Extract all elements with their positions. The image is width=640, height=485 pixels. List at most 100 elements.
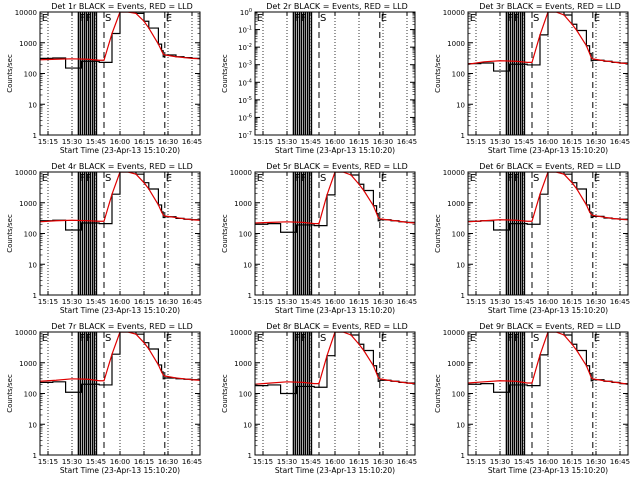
marker-label: S xyxy=(105,333,111,344)
marker-label: F xyxy=(86,333,92,344)
x-tick-label: 15:15 xyxy=(466,458,486,466)
marker-label: E xyxy=(257,13,263,24)
series-lld xyxy=(40,12,200,61)
series-group xyxy=(255,172,415,233)
series-events xyxy=(40,172,200,231)
y-tick-label: 10000 xyxy=(230,169,252,177)
x-tick-label: 16:15 xyxy=(562,138,582,146)
y-tick-label: 1 xyxy=(461,132,465,140)
x-tick-label: 16:15 xyxy=(349,298,369,306)
x-tick-label: 15:30 xyxy=(62,138,82,146)
x-tick-label: 15:30 xyxy=(490,458,510,466)
marker-label: E xyxy=(166,13,172,24)
y-tick-label: 10-7 xyxy=(238,131,252,140)
x-tick-label: 15:45 xyxy=(301,458,321,466)
x-tick-label: 16:45 xyxy=(610,138,630,146)
x-tick-label: 15:15 xyxy=(38,458,58,466)
panel-title: Det 8r BLACK = Events, RED = LLD xyxy=(266,322,408,331)
marker-label: F xyxy=(294,13,300,24)
marker-label: F xyxy=(301,13,307,24)
x-tick-label: 16:45 xyxy=(182,298,202,306)
x-tick-label: 15:30 xyxy=(277,298,297,306)
series-lld xyxy=(468,12,628,65)
panel-det-8: 15:15 15:30 15:45 16:00 16:15 16:30 16:45 1 10 10… xyxy=(221,322,417,475)
y-tick-label: 100 xyxy=(24,391,37,399)
marker-label: F xyxy=(507,173,513,184)
panel-det-5: 15:15 15:30 15:45 16:00 16:15 16:30 16:45 1 10 10… xyxy=(221,162,417,315)
marker-label: F xyxy=(79,173,85,184)
x-tick-label: 16:00 xyxy=(538,138,558,146)
marker-label: E xyxy=(594,333,600,344)
y-tick-label: 100 xyxy=(452,391,465,399)
panel-det-9: 15:15 15:30 15:45 16:00 16:15 16:30 16:45 1 10 10… xyxy=(434,322,630,475)
time-grid xyxy=(47,172,193,295)
series-lld xyxy=(40,172,200,223)
x-tick-label: 15:45 xyxy=(514,298,534,306)
marker-label: E xyxy=(257,333,263,344)
x-tick-label: 15:15 xyxy=(466,138,486,146)
marker-label: F xyxy=(507,13,513,24)
marker-label: S xyxy=(320,333,326,344)
series-events xyxy=(468,12,628,72)
x-tick-label: 16:15 xyxy=(349,458,369,466)
panel-title: Det 2r BLACK = Events, RED = LLD xyxy=(266,2,408,11)
x-tick-label: 16:45 xyxy=(610,458,630,466)
x-tick-label: 15:45 xyxy=(86,138,106,146)
y-tick-label: 100 xyxy=(24,71,37,79)
marker-label: F xyxy=(301,333,307,344)
time-grid xyxy=(47,12,193,135)
panel-title: Det 4r BLACK = Events, RED = LLD xyxy=(51,162,193,171)
x-tick-label: 16:15 xyxy=(134,458,154,466)
y-axis-title: Counts/sec xyxy=(434,54,442,93)
x-tick-label: 15:30 xyxy=(490,138,510,146)
x-tick-label: 15:30 xyxy=(277,458,297,466)
marker-label: E xyxy=(381,13,387,24)
x-tick-label: 15:45 xyxy=(301,138,321,146)
x-tick-label: 15:15 xyxy=(38,138,58,146)
x-tick-label: 16:45 xyxy=(397,138,417,146)
x-tick-label: 15:15 xyxy=(253,298,273,306)
y-tick-label: 10-1 xyxy=(238,26,252,35)
y-tick-label: 10 xyxy=(456,421,465,429)
y-tick-label: 100 xyxy=(452,71,465,79)
marker-label: E xyxy=(594,173,600,184)
x-tick-label: 15:45 xyxy=(86,298,106,306)
panel-det-4: 15:15 15:30 15:45 16:00 16:15 16:30 16:45 1 10 10… xyxy=(6,162,202,315)
x-tick-label: 16:30 xyxy=(158,298,178,306)
y-tick-label: 10 xyxy=(243,421,252,429)
y-tick-label: 100 xyxy=(240,8,252,17)
x-tick-label: 16:00 xyxy=(325,298,345,306)
x-tick-label: 16:30 xyxy=(373,138,393,146)
time-grid xyxy=(262,172,408,295)
x-axis-title: Start Time (23-Apr-13 15:10:20) xyxy=(60,146,180,155)
y-tick-label: 10000 xyxy=(443,169,465,177)
x-tick-label: 16:45 xyxy=(182,458,202,466)
series-group xyxy=(40,332,200,393)
x-axis-title: Start Time (23-Apr-13 15:10:20) xyxy=(488,146,608,155)
y-axis-title: Counts/sec xyxy=(434,374,442,413)
y-tick-label: 10 xyxy=(28,101,37,109)
marker-label: E xyxy=(42,333,48,344)
y-axis-title: Counts/sec xyxy=(6,54,14,93)
x-tick-label: 15:15 xyxy=(466,298,486,306)
y-tick-label: 10-5 xyxy=(238,96,252,105)
panel-title: Det 1r BLACK = Events, RED = LLD xyxy=(51,2,193,11)
y-tick-label: 1 xyxy=(248,292,252,300)
marker-label: E xyxy=(470,173,476,184)
x-tick-label: 15:30 xyxy=(277,138,297,146)
marker-label: F xyxy=(294,173,300,184)
y-axis-title: Counts/sec xyxy=(221,54,229,93)
marker-label: S xyxy=(533,333,539,344)
series-group xyxy=(468,172,628,231)
series-events xyxy=(468,172,628,231)
y-tick-label: 10-4 xyxy=(238,78,252,87)
y-tick-label: 10000 xyxy=(15,169,37,177)
y-tick-label: 10000 xyxy=(15,9,37,17)
panel-title: Det 5r BLACK = Events, RED = LLD xyxy=(266,162,408,171)
series-group xyxy=(468,12,628,72)
marker-label: F xyxy=(86,13,92,24)
y-tick-label: 10 xyxy=(456,261,465,269)
time-grid xyxy=(475,332,621,455)
x-tick-label: 15:45 xyxy=(514,138,534,146)
